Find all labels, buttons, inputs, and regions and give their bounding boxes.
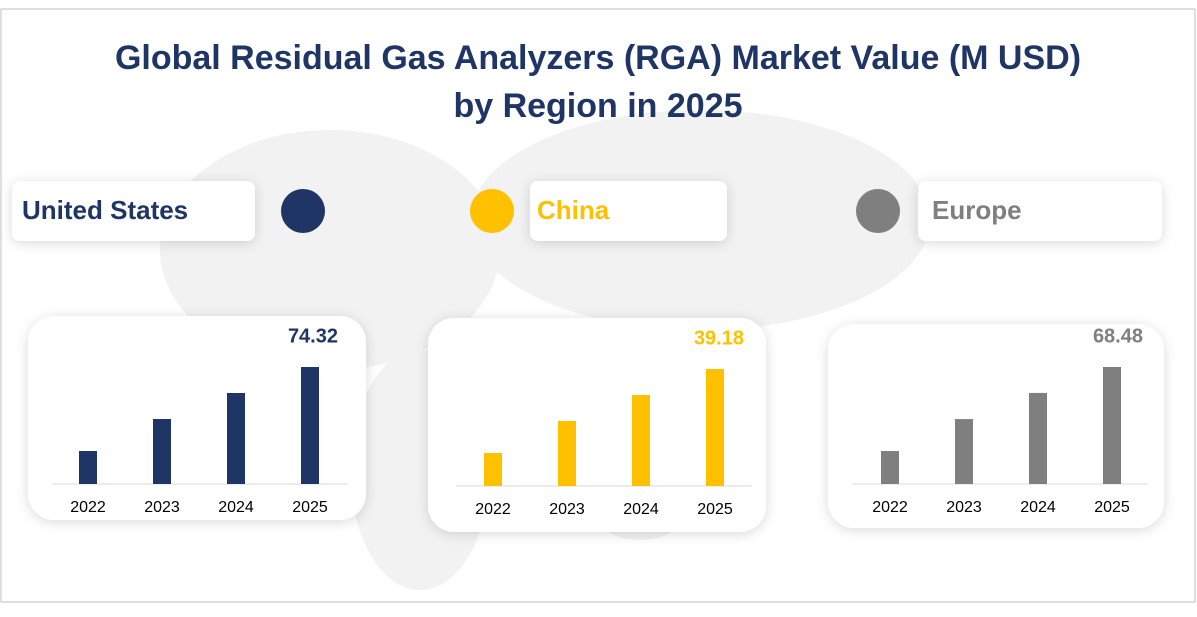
region-dot bbox=[470, 189, 514, 233]
bar bbox=[484, 453, 502, 486]
x-tick-label: 2024 bbox=[218, 499, 254, 516]
legend-box bbox=[12, 181, 255, 241]
bar bbox=[558, 420, 576, 486]
bar bbox=[1029, 392, 1047, 484]
bar bbox=[79, 451, 97, 484]
legend-box bbox=[918, 181, 1162, 241]
x-tick-label: 2024 bbox=[623, 501, 659, 518]
x-tick-label: 2025 bbox=[292, 499, 328, 516]
bar bbox=[227, 393, 245, 484]
bar bbox=[881, 451, 899, 484]
x-tick-label: 2023 bbox=[946, 499, 982, 516]
value-label: 74.32 bbox=[288, 325, 338, 347]
x-tick-label: 2025 bbox=[1094, 499, 1130, 516]
x-tick-label: 2022 bbox=[475, 501, 511, 518]
x-tick-label: 2022 bbox=[70, 499, 106, 516]
x-tick-label: 2025 bbox=[697, 501, 733, 518]
region-label: China bbox=[537, 195, 610, 225]
value-label: 39.18 bbox=[694, 327, 744, 349]
region-dot bbox=[856, 189, 900, 233]
chart-card bbox=[28, 316, 366, 520]
x-tick-label: 2023 bbox=[549, 501, 585, 518]
region-label: Europe bbox=[932, 195, 1022, 225]
bar bbox=[706, 369, 724, 486]
subtitle: by Region in 2025 bbox=[453, 87, 742, 125]
bar bbox=[301, 367, 319, 484]
x-tick-label: 2023 bbox=[144, 499, 180, 516]
bar bbox=[1103, 367, 1121, 484]
chart-card bbox=[828, 324, 1164, 528]
legend-box bbox=[530, 181, 727, 241]
bar bbox=[955, 419, 973, 484]
value-label: 68.48 bbox=[1093, 325, 1143, 347]
chart-card bbox=[428, 318, 766, 532]
bar bbox=[153, 418, 171, 484]
title: Global Residual Gas Analyzers (RGA) Mark… bbox=[115, 39, 1081, 77]
x-tick-label: 2024 bbox=[1020, 499, 1056, 516]
region-label: United States bbox=[22, 195, 188, 225]
x-tick-label: 2022 bbox=[872, 499, 908, 516]
bar bbox=[632, 395, 650, 486]
region-dot bbox=[281, 189, 325, 233]
